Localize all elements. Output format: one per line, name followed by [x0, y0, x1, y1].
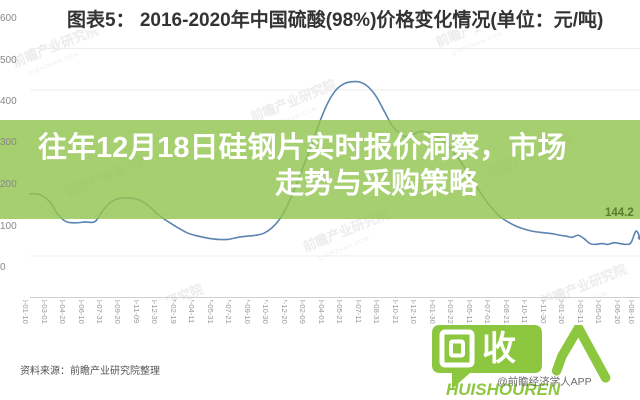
svg-text:收: 收	[482, 330, 516, 368]
